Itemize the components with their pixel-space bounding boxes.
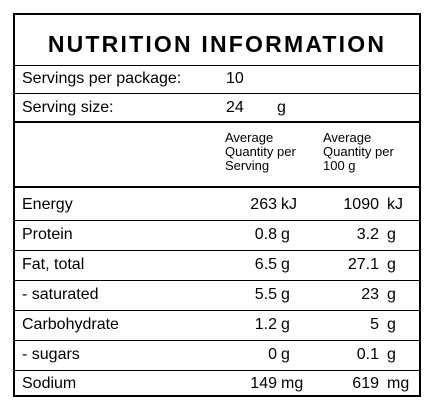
serving-size-unit: g [277,99,286,116]
col-header-line: Serving [225,158,270,173]
header-divider [15,121,419,123]
per-100g-unit: g [387,226,396,243]
nutrient-label: Carbohydrate [22,316,119,333]
nutrient-label: - saturated [22,286,99,303]
servings-label: Servings per package: [22,70,182,87]
per-serving-value: 1.2 [254,316,277,333]
col-header-line: Average [323,130,372,145]
col-header-line: Quantity per [225,144,296,159]
col-header-line: Average [225,130,274,145]
row-divider [15,280,419,281]
per-100g-value: 5 [370,316,379,333]
nutrient-label: Protein [22,226,73,243]
per-serving-unit: g [281,226,290,243]
per-100g-unit: kJ [387,196,403,213]
per-100g-value: 27.1 [347,256,379,273]
row-divider [15,220,419,221]
per-100g-unit: g [387,346,396,363]
row-divider [15,250,419,251]
title-divider [15,65,419,66]
row-divider [15,340,419,341]
per-100g-unit: g [387,256,396,273]
per-100g-value: 3.2 [356,226,379,243]
panel-title: NUTRITION INFORMATION [47,31,387,57]
servings-divider [15,93,419,94]
per-serving-value: 263 [250,196,277,213]
col-header-line: Quantity per [323,144,394,159]
serving-size-label: Serving size: [22,99,114,116]
nutrient-label: Sodium [22,375,77,392]
per-serving-unit: g [281,286,290,303]
per-serving-unit: mg [281,375,304,392]
per-serving-value: 6.5 [254,256,277,273]
per-serving-value: 5.5 [254,286,277,303]
nutrition-panel: NUTRITION INFORMATION Servings per packa… [13,13,421,397]
col-header-per-serving: Average Quantity per Serving [225,131,296,173]
per-100g-unit: g [387,316,396,333]
table-divider [15,186,419,188]
servings-value: 10 [226,70,244,87]
per-serving-unit: g [281,256,290,273]
per-100g-value: 23 [361,286,379,303]
row-divider [15,370,419,371]
per-100g-value: 0.1 [356,346,379,363]
col-header-per-100g: Average Quantity per 100 g [323,131,394,173]
per-100g-unit: mg [387,375,410,392]
per-100g-unit: g [387,286,396,303]
nutrient-label: Energy [22,196,73,213]
per-serving-value: 0 [268,346,277,363]
per-serving-unit: g [281,346,290,363]
per-serving-unit: kJ [281,196,297,213]
nutrient-label: - sugars [22,346,80,363]
per-serving-value: 0.8 [254,226,277,243]
nutrient-label: Fat, total [22,256,85,273]
per-serving-unit: g [281,316,290,333]
serving-size-value: 24 [226,99,244,116]
per-100g-value: 619 [352,375,379,392]
per-serving-value: 149 [250,375,277,392]
per-100g-value: 1090 [343,196,379,213]
col-header-line: 100 g [323,158,356,173]
row-divider [15,310,419,311]
